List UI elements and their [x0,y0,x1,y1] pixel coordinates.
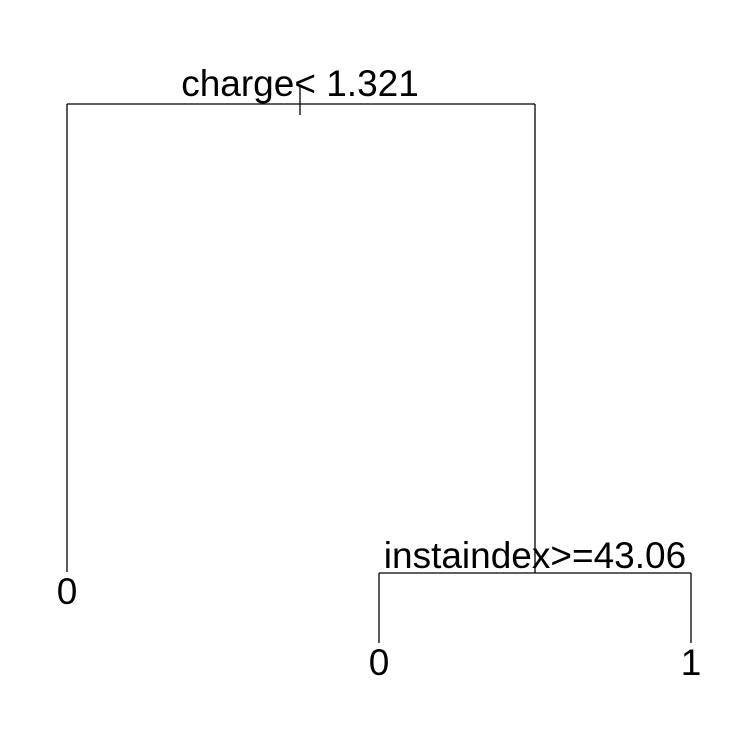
child-right-leaf-label: 1 [681,642,702,683]
child-split-label: instaindex>=43.06 [384,535,686,576]
root-left-leaf-label: 0 [57,571,78,612]
root-split-label: charge< 1.321 [181,63,419,104]
child-left-leaf-label: 0 [369,642,390,683]
